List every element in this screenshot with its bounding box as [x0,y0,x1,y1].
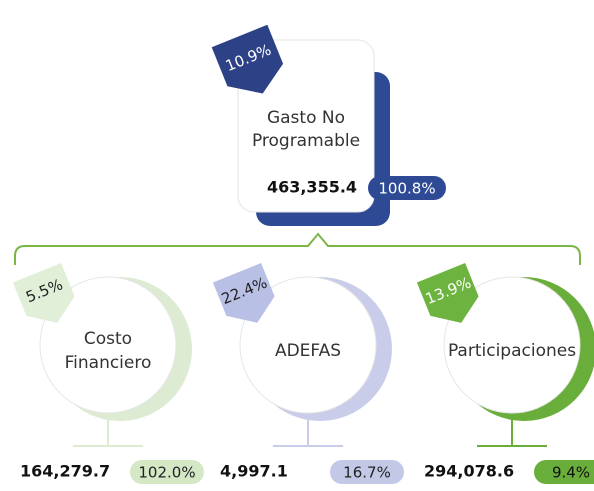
label: Financiero [65,353,152,373]
badge: 13.9% [416,263,479,323]
badge: 22.4% [212,263,275,323]
root-value: 463,355.4 [267,178,357,197]
root-badge: 10.9% [211,24,284,94]
root-label: Gasto No [267,108,345,128]
root-pill-text: 100.8% [378,180,435,198]
label: Participaciones [448,341,576,361]
badge-shape [212,263,275,323]
pill-text: 102.0% [138,464,195,482]
circle [39,276,177,414]
label: Costo [84,329,132,349]
pill-text: 16.7% [343,464,391,482]
value: 294,078.6 [424,462,514,481]
badge-shape [416,263,479,323]
root-label: Programable [252,131,360,151]
pill-text: 9.4% [552,464,590,482]
children: 5.5% Costo Financiero 164,279.7 102.0% 22.4%A… [12,263,594,484]
label: ADEFAS [275,341,341,361]
badge: 5.5% [12,263,75,323]
circle [443,276,581,414]
value: 4,997.1 [220,462,288,481]
pill [130,460,204,484]
root-pill [368,176,446,200]
circle [239,276,377,414]
bracket [14,232,581,265]
badge-shape [12,263,75,323]
value: 164,279.7 [20,462,110,481]
root-card [237,39,375,213]
pill [330,460,404,484]
pill [534,460,594,484]
